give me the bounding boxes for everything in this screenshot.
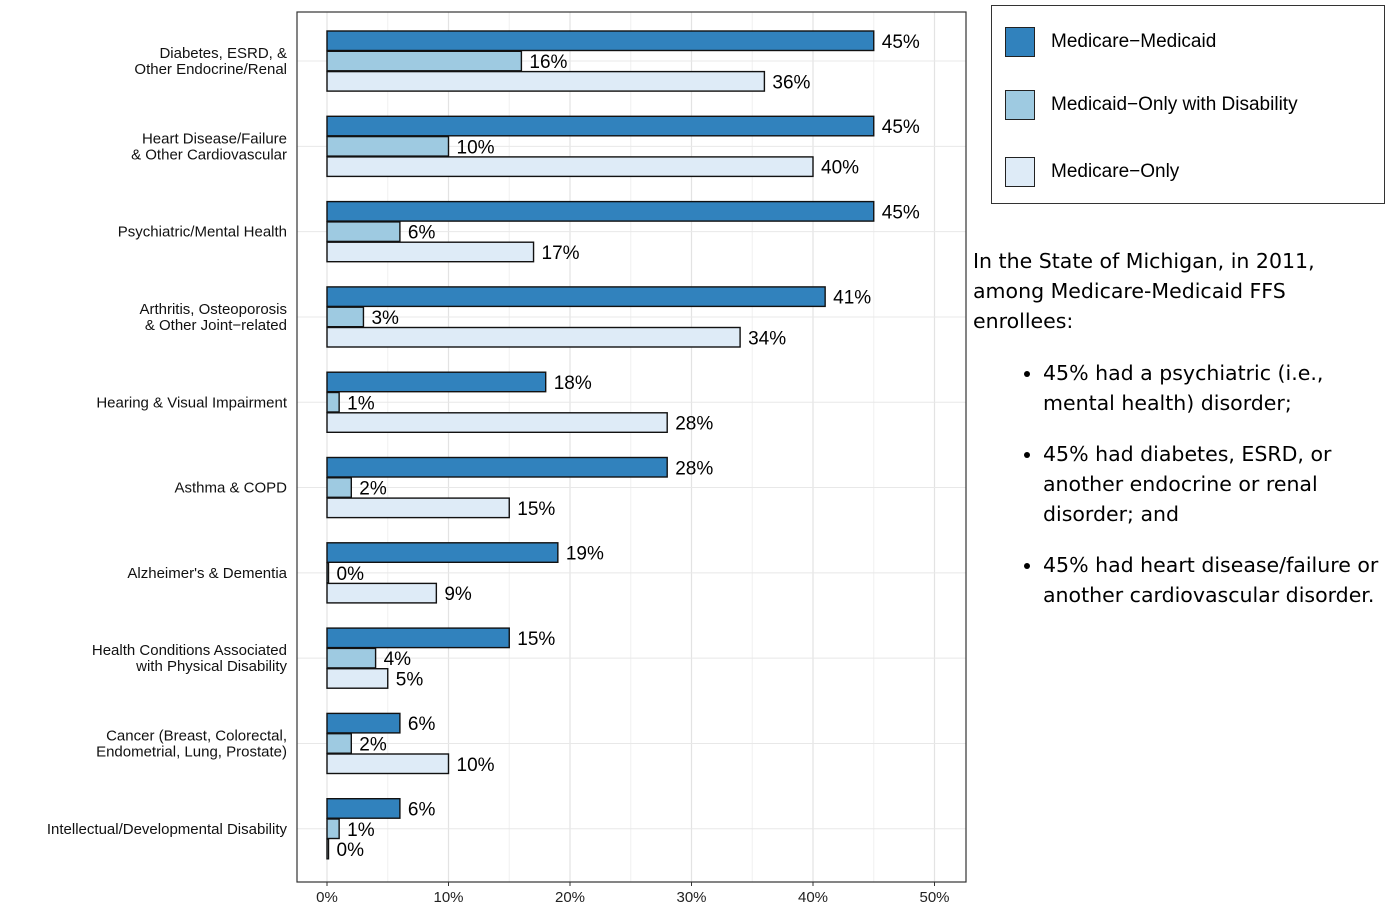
bar-value-label: 10% (457, 137, 495, 158)
note-bullet: 45% had heart disease/failure or another… (1043, 550, 1388, 610)
bar-value-label: 45% (882, 117, 920, 138)
bar (326, 542, 559, 563)
x-tick-label: 50% (919, 889, 949, 906)
bar-value-label: 45% (882, 32, 920, 53)
bar-value-label: 28% (675, 458, 713, 479)
bar (326, 286, 826, 308)
bar-value-label: 36% (772, 72, 810, 93)
bar-value-label: 9% (444, 584, 472, 605)
bar (326, 391, 340, 413)
legend-swatch-medicaid-only (1005, 90, 1035, 120)
category-label: & Other Cardiovascular (131, 146, 287, 163)
bar (326, 627, 510, 649)
legend: Medicare−Medicaid Medicaid−Only with Dis… (991, 5, 1385, 204)
category-label: Other Endocrine/Renal (134, 61, 287, 78)
bar-value-label: 6% (408, 223, 436, 244)
bar-value-label: 15% (517, 499, 555, 520)
plot-border (296, 11, 967, 883)
legend-label: Medicare−Medicaid (1051, 31, 1217, 52)
bar-value-label: 5% (396, 669, 424, 690)
bar (326, 798, 401, 819)
category-label: Psychiatric/Mental Health (118, 224, 287, 241)
bar-value-label: 28% (675, 414, 713, 435)
legend-item-medicare-only: Medicare−Only (1005, 157, 1179, 187)
category-label: with Physical Disability (135, 658, 287, 675)
bar (326, 733, 352, 754)
bar (326, 156, 814, 178)
legend-label: Medicare−Only (1051, 161, 1180, 182)
bar (326, 326, 741, 348)
bar-value-label: 0% (337, 840, 365, 861)
bar (326, 371, 547, 393)
legend-swatch-medicare-only (1005, 157, 1035, 187)
bar-value-label: 3% (371, 308, 399, 329)
bar (326, 647, 377, 669)
bar (326, 818, 340, 840)
bar (326, 412, 668, 433)
x-tick-label: 20% (555, 889, 585, 906)
bar-value-label: 34% (748, 328, 786, 349)
bar-value-label: 16% (529, 52, 567, 73)
bar-value-label: 15% (517, 629, 555, 650)
bar-value-label: 19% (566, 544, 604, 565)
category-label: Intellectual/Developmental Disability (47, 821, 288, 838)
bar (326, 753, 450, 775)
bar (326, 306, 365, 328)
bar-value-label: 1% (347, 393, 375, 414)
bar-value-label: 40% (821, 158, 859, 179)
bar (326, 70, 766, 92)
legend-item-medicaid-only: Medicaid−Only with Disability (1005, 90, 1298, 120)
bar (326, 115, 875, 137)
legend-item-medicare-medicaid: Medicare−Medicaid (1005, 27, 1216, 57)
bar (326, 582, 438, 604)
category-label: Alzheimer's & Dementia (127, 565, 287, 582)
bar-value-label: 0% (337, 564, 365, 585)
category-label: & Other Joint−related (145, 317, 287, 334)
bar-value-label: 2% (359, 479, 387, 500)
bar-value-label: 6% (408, 714, 436, 735)
category-label: Endometrial, Lung, Prostate) (96, 743, 287, 760)
x-tick-label: 40% (798, 889, 828, 906)
legend-swatch-medicare-medicaid (1005, 27, 1035, 57)
category-label: Arthritis, Osteoporosis (139, 301, 287, 318)
x-tick-label: 0% (316, 889, 338, 906)
bar-value-label: 2% (359, 734, 387, 755)
bar (326, 668, 389, 689)
bar-value-label: 18% (554, 373, 592, 394)
bar-value-label: 17% (542, 243, 580, 264)
category-label: Diabetes, ESRD, & (159, 45, 287, 62)
summary-note: In the State of Michigan, in 2011, among… (973, 246, 1388, 631)
bar-value-label: 4% (384, 649, 412, 670)
x-tick-label: 10% (433, 889, 463, 906)
bar-chart: 45% 16% 36% Diabetes, ESRD, &Other Endocrin… (47, 11, 967, 906)
bar (326, 712, 401, 734)
category-label: Hearing & Visual Impairment (96, 394, 287, 411)
bar-value-label: 45% (882, 202, 920, 223)
x-tick-label: 30% (676, 889, 706, 906)
category-label: Health Conditions Associated (92, 642, 287, 659)
category-label: Asthma & COPD (174, 480, 287, 497)
bar (326, 135, 450, 157)
bar-value-label: 10% (457, 755, 495, 776)
note-bullet: 45% had a psychiatric (i.e., mental heal… (1043, 358, 1388, 418)
bar (326, 456, 668, 478)
bar (326, 221, 401, 243)
bar-value-label: 1% (347, 820, 375, 841)
legend-label: Medicaid−Only with Disability (1051, 94, 1298, 115)
bar (326, 838, 330, 860)
bar-value-label: 41% (833, 288, 871, 309)
note-bullets: 45% had a psychiatric (i.e., mental heal… (973, 358, 1388, 610)
category-label: Heart Disease/Failure (142, 130, 287, 147)
bar (326, 50, 523, 72)
bar (326, 497, 510, 519)
bar (326, 562, 330, 584)
bar (326, 241, 535, 263)
category-label: Cancer (Breast, Colorectal, (106, 727, 287, 744)
bar-value-label: 6% (408, 799, 436, 820)
bar (326, 477, 352, 498)
bar (326, 200, 875, 222)
note-bullet: 45% had diabetes, ESRD, or another endoc… (1043, 439, 1388, 529)
note-intro: In the State of Michigan, in 2011, among… (973, 249, 1315, 333)
bar (326, 30, 875, 52)
